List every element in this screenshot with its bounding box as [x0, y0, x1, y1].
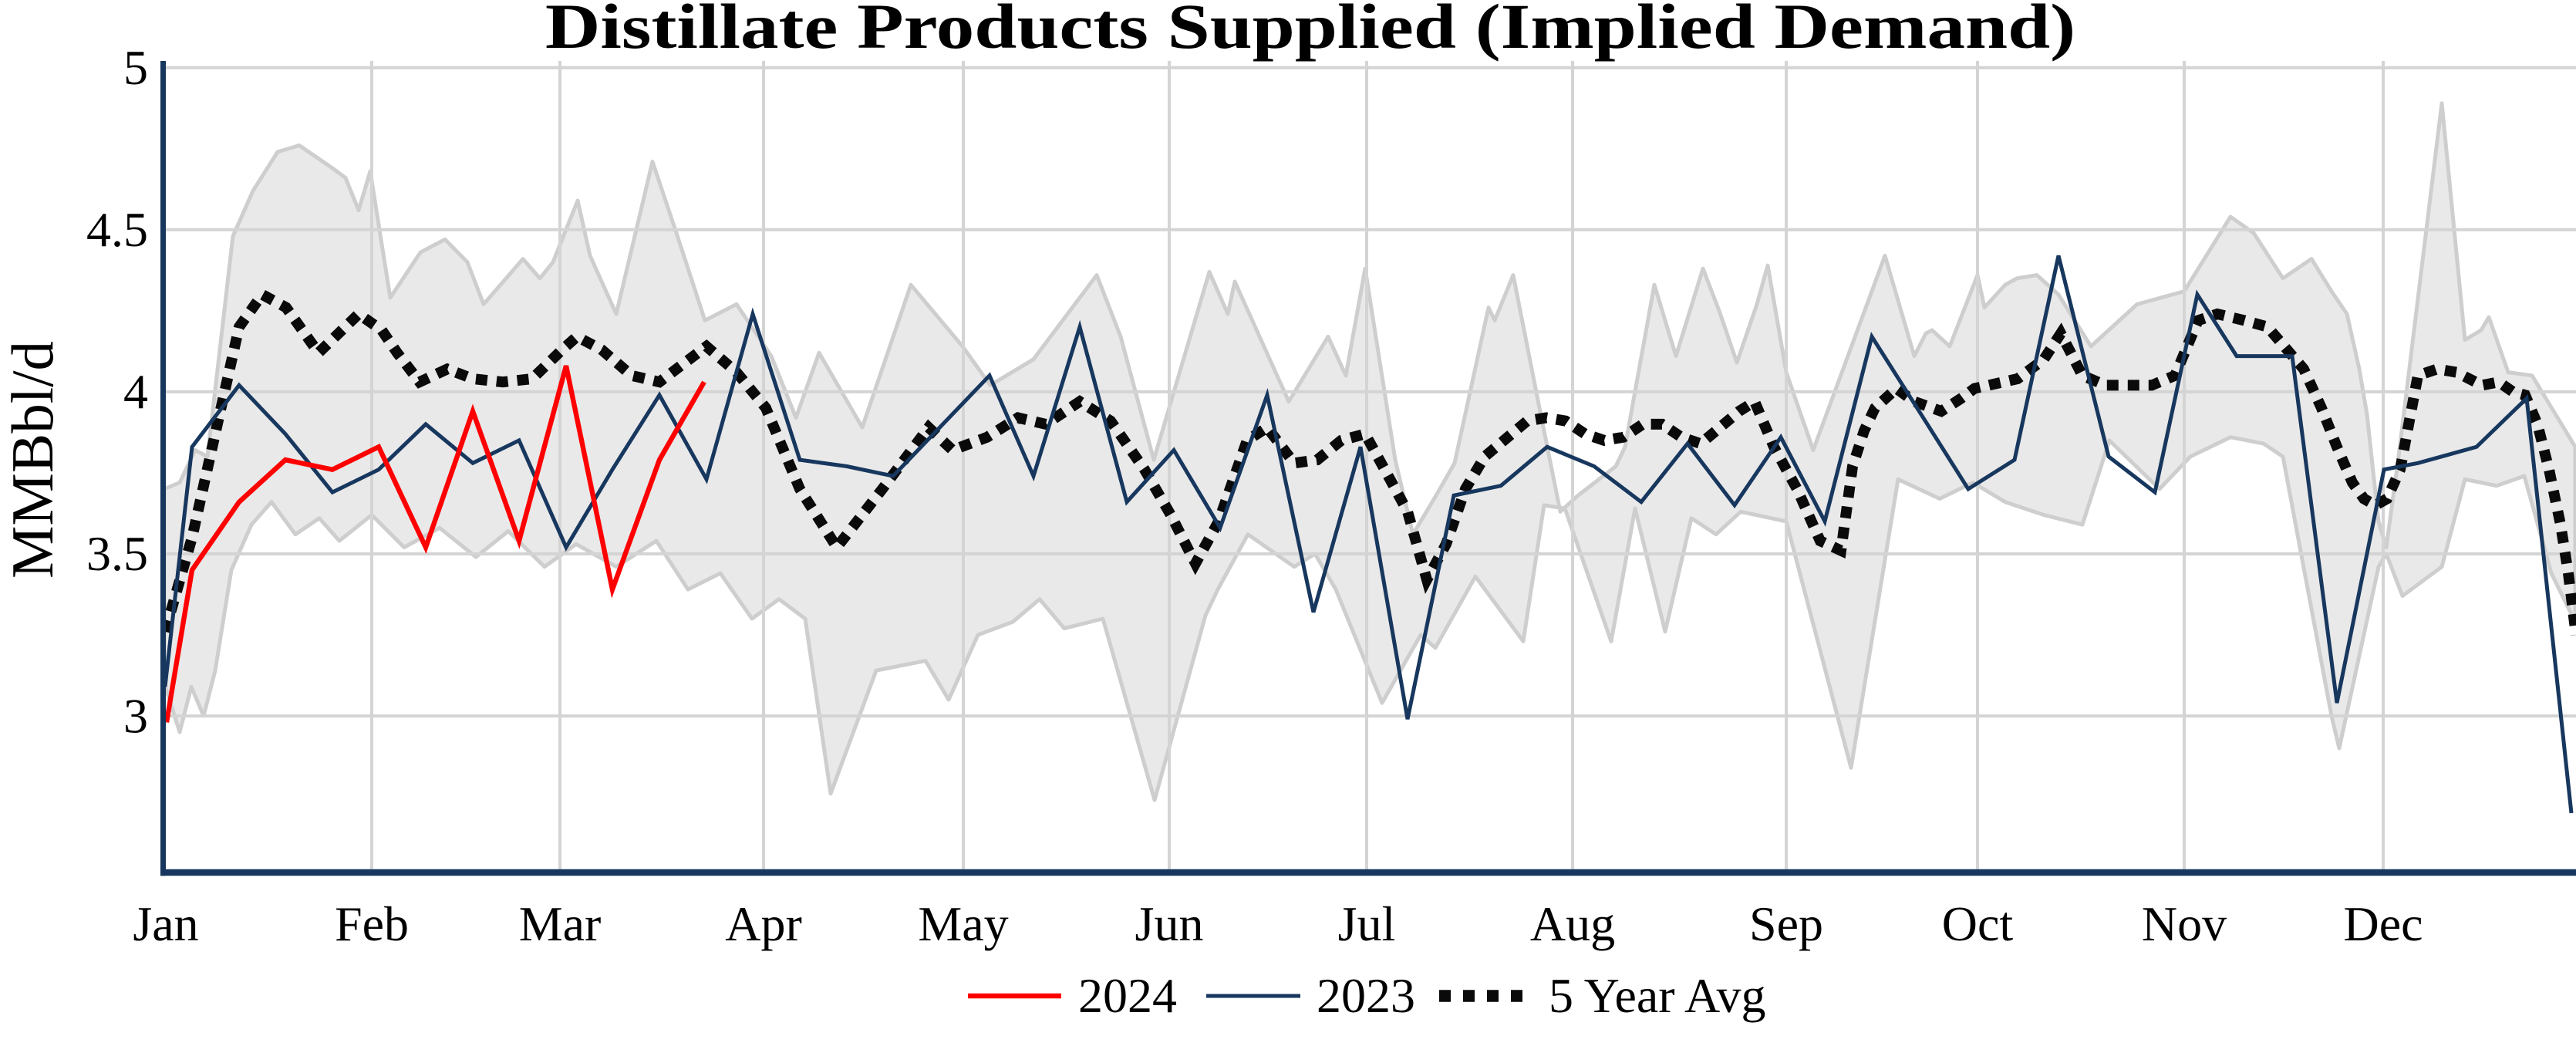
- svg-text:2023: 2023: [1317, 968, 1415, 1023]
- svg-text:Jun: Jun: [1135, 896, 1204, 951]
- svg-text:5: 5: [123, 40, 148, 95]
- svg-text:Apr: Apr: [725, 896, 802, 951]
- svg-text:Distillate Products Supplied (: Distillate Products Supplied (Implied De…: [545, 0, 2075, 62]
- svg-text:Oct: Oct: [1942, 896, 2014, 951]
- svg-text:4.5: 4.5: [86, 202, 148, 257]
- svg-text:Mar: Mar: [519, 896, 602, 951]
- svg-text:4: 4: [123, 364, 148, 419]
- svg-text:May: May: [918, 896, 1008, 951]
- svg-text:Sep: Sep: [1749, 896, 1823, 951]
- svg-text:5 Year Avg: 5 Year Avg: [1549, 968, 1766, 1023]
- svg-text:Dec: Dec: [2343, 896, 2423, 951]
- svg-text:MMBbl/d: MMBbl/d: [0, 341, 66, 579]
- svg-text:Feb: Feb: [335, 896, 409, 951]
- svg-text:Jul: Jul: [1338, 896, 1396, 951]
- svg-text:Nov: Nov: [2142, 896, 2227, 951]
- svg-text:2024: 2024: [1078, 968, 1177, 1023]
- svg-text:3: 3: [123, 688, 148, 743]
- svg-text:Jan: Jan: [133, 896, 198, 951]
- svg-text:3.5: 3.5: [86, 526, 148, 581]
- svg-text:Aug: Aug: [1530, 896, 1615, 951]
